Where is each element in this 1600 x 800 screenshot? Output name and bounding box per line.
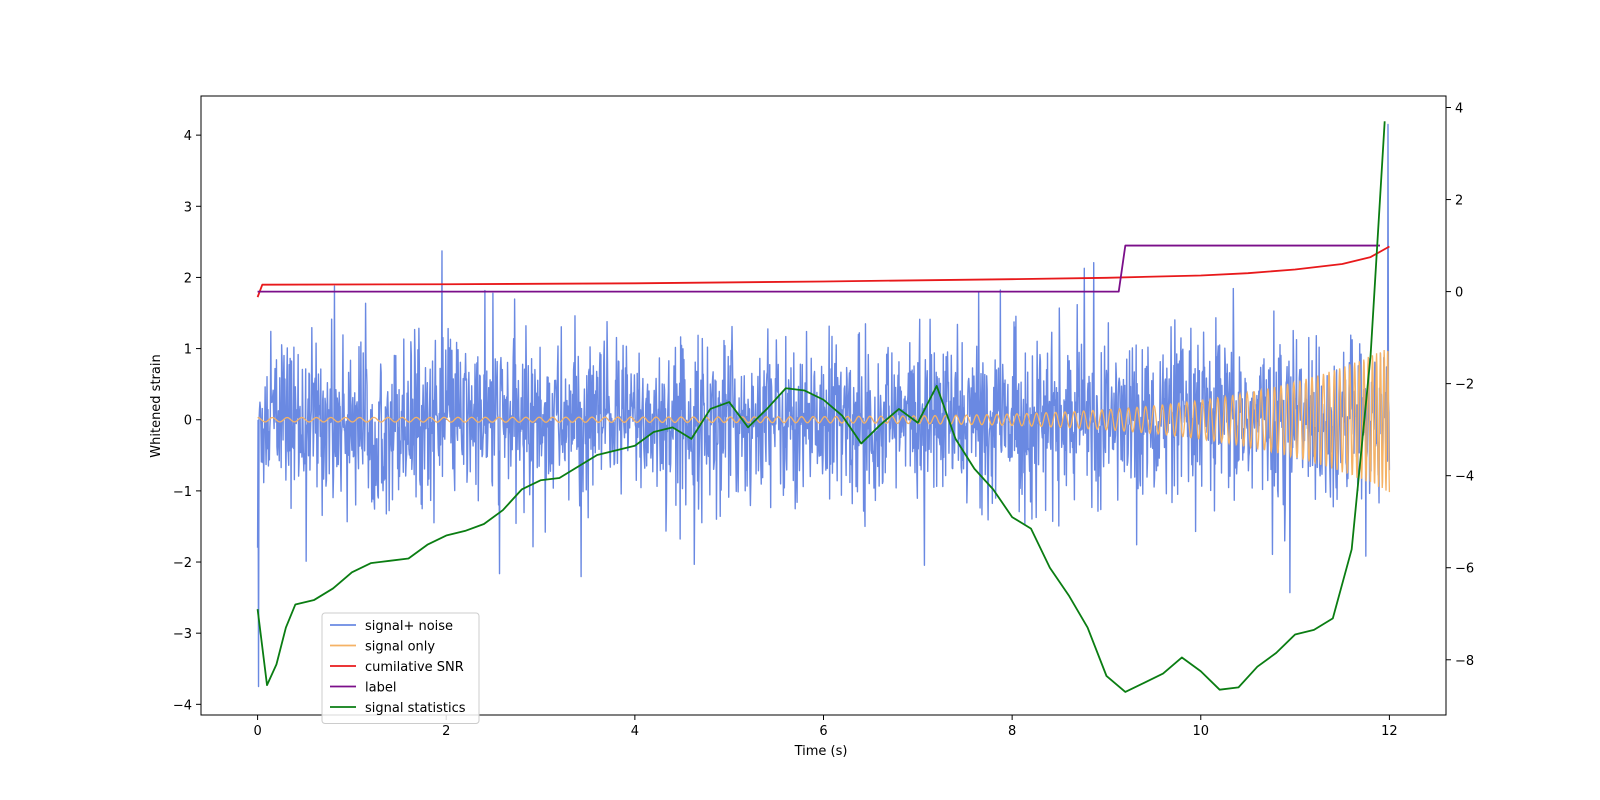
y-tick-label: 4 [184, 129, 192, 144]
legend-label: cumilative SNR [365, 660, 464, 675]
y-tick-label: 2 [184, 271, 192, 286]
y2-tick-label: 2 [1455, 194, 1463, 209]
y-tick-label: −2 [173, 556, 192, 571]
x-tick-label: 8 [1008, 724, 1016, 739]
y2-tick-label: −6 [1455, 562, 1474, 577]
x-tick-label: 2 [442, 724, 450, 739]
legend: signal+ noise signal only cumilative SNR la… [321, 612, 480, 724]
y2-tick-label: 0 [1455, 286, 1463, 301]
y-tick-label: −4 [173, 698, 192, 713]
x-tick-label: 12 [1381, 724, 1398, 739]
y-axis-left: −4 −3 −2 −1 0 1 2 3 4 [173, 129, 201, 713]
y-axis-label: Whitened strain [149, 354, 164, 457]
series-signal-only [257, 349, 1391, 493]
y-tick-label: 3 [184, 200, 192, 215]
x-tick-label: 6 [819, 724, 827, 739]
legend-label: signal statistics [365, 701, 466, 716]
series-signal-noise [256, 123, 1391, 688]
y-tick-label: −1 [173, 485, 192, 500]
series-layer [256, 121, 1391, 693]
x-tick-label: 0 [253, 724, 261, 739]
x-axis-label: Time (s) [794, 744, 848, 759]
legend-label: signal only [365, 640, 435, 655]
y-tick-label: 1 [184, 343, 192, 358]
series-signal-statistics [256, 121, 1386, 693]
series-cumulative-snr [256, 245, 1390, 298]
y2-tick-label: −2 [1455, 378, 1474, 393]
y2-tick-label: 4 [1455, 102, 1463, 117]
legend-box [321, 612, 480, 724]
y-tick-label: −3 [173, 627, 192, 642]
x-tick-label: 4 [631, 724, 639, 739]
y2-tick-label: −4 [1455, 470, 1474, 485]
y-tick-label: 0 [184, 414, 192, 429]
y2-tick-label: −8 [1455, 654, 1474, 669]
series-label [257, 244, 1380, 293]
x-tick-label: 10 [1192, 724, 1209, 739]
legend-label: signal+ noise [365, 619, 453, 634]
legend-label: label [365, 681, 396, 696]
y-axis-right: −8 −6 −4 −2 0 2 4 [1446, 102, 1474, 669]
